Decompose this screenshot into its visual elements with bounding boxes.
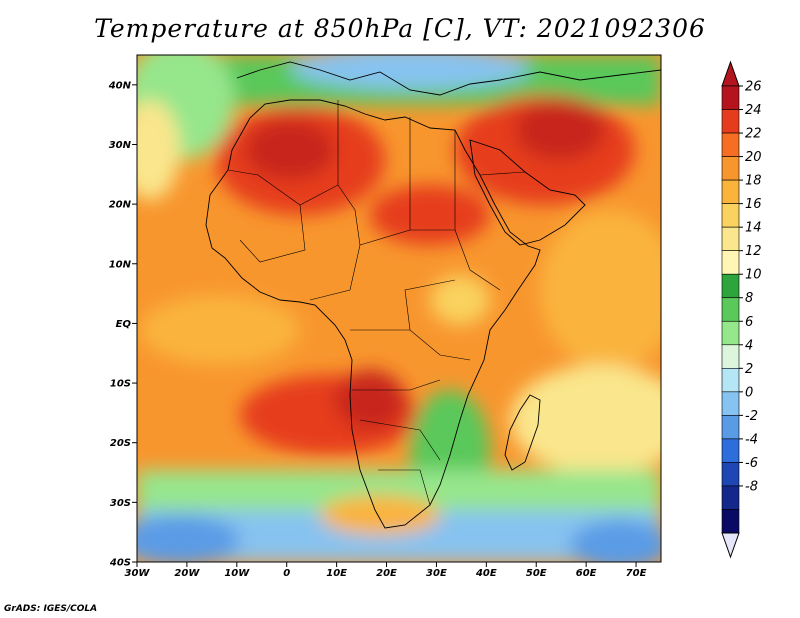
lat-tick-label: 40N — [108, 80, 132, 91]
lat-tick-label: 40S — [109, 558, 131, 569]
colorbar-segment — [721, 320, 740, 346]
europe-coastline — [236, 61, 661, 96]
grads-credit: GrADS: IGES/COLA — [4, 604, 98, 614]
colorbar-label: 20 — [745, 150, 762, 165]
lon-tick-label: 50E — [526, 568, 547, 579]
lon-tick-label: 0 — [283, 568, 290, 579]
longitude-axis: 30W 20W 10W 0 10E 20E 30E 40E 50E 60E 70E — [125, 562, 647, 579]
colorbar-segment — [721, 485, 740, 510]
colorbar-bottom-arrow — [721, 532, 740, 559]
colorbar-segment — [721, 438, 740, 463]
lat-tick-label: 20N — [109, 200, 132, 211]
temperature-field — [137, 55, 661, 562]
madagascar-coastline — [504, 394, 541, 471]
colorbar-segment — [721, 156, 740, 181]
colorbar-label: 4 — [745, 338, 753, 353]
lat-tick-label: 10N — [109, 259, 132, 270]
colorbar-label: 24 — [745, 103, 762, 118]
lon-tick-label: 10W — [224, 568, 250, 579]
colorbar-segment — [721, 273, 740, 299]
colorbar-segment — [721, 391, 740, 416]
colorbar-label: 16 — [745, 197, 762, 212]
colorbar-segment — [721, 85, 740, 110]
colorbar-label: 12 — [745, 244, 762, 259]
latitude-axis: 40N 30N 20N 10N EQ 10S 20S 30S 40S — [108, 80, 137, 569]
africa-coastline — [205, 99, 541, 529]
colorbar-label: -8 — [745, 479, 758, 494]
lon-tick-label: 40E — [475, 568, 497, 579]
colorbar-label: 10 — [745, 268, 762, 283]
colorbar-label: 0 — [745, 385, 753, 400]
colorbar-segment — [721, 226, 740, 251]
colorbar-segment — [721, 203, 740, 228]
colorbar-label: 14 — [745, 221, 762, 236]
colorbar-label: 2 — [745, 362, 753, 377]
colorbar-label: 18 — [745, 174, 762, 189]
colorbar-label: 6 — [745, 315, 753, 330]
colorbar-segment — [721, 368, 740, 393]
colorbar-label: 26 — [745, 80, 762, 95]
lon-tick-label: 10E — [326, 568, 347, 579]
lat-tick-label: 10S — [110, 379, 131, 390]
colorbar-segment — [721, 132, 740, 157]
lat-tick-label: 30N — [109, 140, 132, 151]
colorbar-label: 22 — [745, 127, 762, 142]
lon-tick-label: 30E — [426, 568, 447, 579]
lat-tick-label: 30S — [110, 498, 131, 509]
lon-tick-label: 20W — [174, 568, 200, 579]
plot-frame — [136, 54, 662, 563]
colorbar-top-arrow — [721, 60, 740, 87]
lat-tick-label: EQ — [116, 319, 132, 330]
colorbar-segment — [721, 179, 740, 204]
lon-tick-label: 30W — [125, 568, 151, 579]
colorbar-segment — [721, 344, 740, 369]
colorbar-segment — [721, 250, 740, 275]
lon-tick-label: 70E — [626, 568, 647, 579]
colorbar-label: -2 — [745, 409, 758, 424]
country-borders — [227, 100, 526, 506]
lon-tick-label: 20E — [376, 568, 397, 579]
colorbar-label: 8 — [745, 291, 753, 306]
map-title: Temperature at 850hPa [C], VT: 202109230… — [94, 14, 706, 43]
colorbar-segment — [721, 462, 740, 487]
colorbar-segment — [721, 415, 740, 440]
colorbar-segment — [721, 297, 740, 322]
colorbar-segment — [721, 109, 740, 134]
colorbar-segment — [721, 509, 740, 534]
lon-tick-label: 60E — [576, 568, 597, 579]
colorbar-label: -4 — [745, 432, 758, 447]
lat-tick-label: 20S — [110, 438, 131, 449]
colorbar-label: -6 — [745, 456, 758, 471]
